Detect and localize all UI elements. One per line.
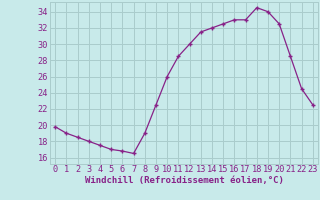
X-axis label: Windchill (Refroidissement éolien,°C): Windchill (Refroidissement éolien,°C) [84, 176, 284, 185]
